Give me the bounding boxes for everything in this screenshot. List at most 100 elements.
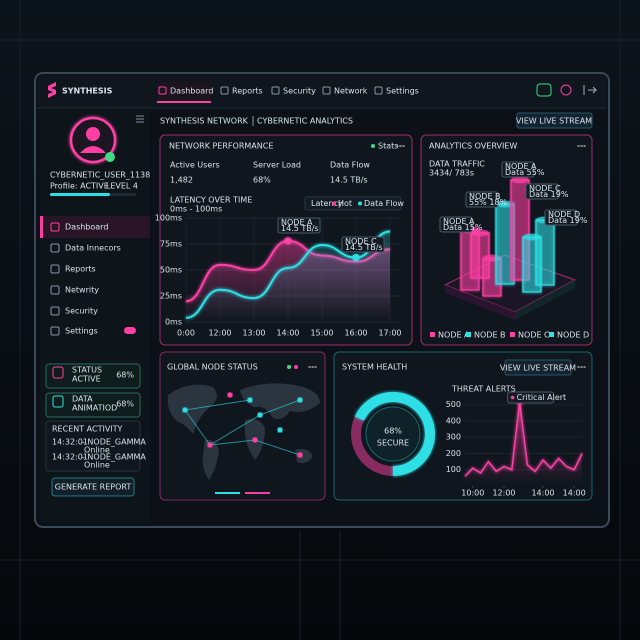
annotation-text: 14.5 TB/s	[281, 224, 319, 233]
sidebar-icon	[50, 326, 60, 336]
map-node	[297, 397, 303, 403]
map-node	[227, 392, 233, 398]
legend-label: Data Flow	[364, 199, 404, 208]
sidebar-icon	[50, 285, 60, 295]
panel-title: GLOBAL NODE STATUS	[167, 363, 258, 372]
annotation-name: NODE A	[281, 218, 313, 227]
legend-swatch	[549, 332, 554, 337]
callout-box	[544, 209, 578, 226]
x-tick-label: 14:00	[276, 329, 299, 338]
logout-icon[interactable]	[583, 85, 598, 95]
y-tick-label: 25ms	[160, 292, 182, 301]
map-nodes	[182, 392, 303, 458]
sidebar-icon	[50, 264, 60, 274]
nav-icon	[158, 86, 167, 95]
recent-title: RECENT ACTIVITY	[52, 425, 123, 434]
status-pct: 68%	[116, 371, 134, 380]
x-tick-label: 14:00	[563, 489, 586, 498]
nav-item: Network	[334, 87, 368, 96]
sidebar-active[interactable]	[40, 216, 150, 238]
chart-title: LATENCY OVER TIME	[170, 196, 252, 205]
user-level: LEVEL 4	[106, 182, 138, 191]
brand: SYNTHESIS	[62, 87, 113, 96]
threat-area	[465, 401, 582, 486]
annotation-box	[507, 391, 555, 404]
panel-title: NETWORK PERFORMANCE	[169, 142, 273, 151]
page-subtitle: CYBERNETIC ANALYTICS	[257, 117, 353, 126]
callout-box	[465, 191, 499, 208]
nav-icon	[271, 86, 280, 95]
y-tick-label: 500	[446, 400, 461, 409]
status-dot	[287, 365, 291, 369]
sidebar-active-bar	[40, 216, 43, 238]
nav-item: Dashboard	[170, 87, 213, 96]
menu-icon[interactable]	[136, 115, 144, 123]
live-button-label: VIEW LIVE STREAM	[516, 117, 592, 126]
y-tick-label: 75ms	[160, 240, 182, 249]
bars-3d	[460, 176, 555, 297]
status-value: ACTIVE	[72, 375, 101, 384]
bar-3d-top	[496, 200, 514, 208]
panel-note: 3434/ 783s	[429, 169, 474, 178]
sidebar-icon	[50, 243, 60, 253]
level-fill	[50, 193, 110, 196]
sidebar-item: Reports	[65, 265, 96, 274]
status-label: STATUS	[72, 366, 102, 375]
recent-time: 14:32:01	[52, 453, 88, 462]
series-area	[186, 231, 390, 322]
nav-item: Settings	[386, 87, 419, 96]
chat-icon[interactable]	[536, 83, 552, 97]
chart-title: THREAT ALERTS	[451, 385, 516, 394]
bell-icon[interactable]	[560, 84, 572, 96]
callout-name: NODE A	[505, 162, 537, 171]
user-profile: Profile: ACTIVE	[50, 182, 109, 191]
annotation-point	[352, 254, 360, 262]
map-node	[257, 412, 263, 418]
callout-text: Data 19%	[548, 216, 588, 225]
page-indicator	[215, 492, 240, 494]
chart-subtitle: 0ms - 100ms	[170, 205, 222, 214]
bar-3d	[535, 219, 555, 286]
x-tick-label: 10:00	[461, 489, 484, 498]
status-box	[45, 392, 141, 418]
callout-text: Data 15%	[443, 223, 483, 232]
recent-box	[45, 420, 141, 472]
callout-name: NODE D	[548, 210, 580, 219]
y-tick-label: 100ms	[155, 214, 182, 223]
sidebar-item: Data Innecors	[65, 244, 121, 253]
x-tick-label: 14:00	[531, 489, 554, 498]
sidebar-item: Security	[65, 307, 98, 316]
status-label: DATA	[72, 395, 93, 404]
status-icon	[52, 366, 64, 379]
metric-label: Server Load	[253, 161, 301, 170]
x-tick-label: 12:00	[492, 489, 515, 498]
page-title: SYNTHESIS NETWORK	[160, 117, 249, 126]
annotation-box	[277, 217, 321, 234]
annotation-dot	[510, 395, 515, 400]
sidebar-item: Dashboard	[65, 223, 108, 232]
nav-item: Security	[283, 87, 316, 96]
status-value: ANIMATIOD	[72, 404, 117, 413]
x-tick-label: 16:00	[344, 329, 367, 338]
badge-dot	[371, 144, 375, 148]
metric-value: 14.5 TB/s	[330, 176, 368, 185]
live-stream-button[interactable]	[504, 359, 572, 376]
report-button-label: GENERATE REPORT	[55, 483, 132, 492]
callout-box	[439, 216, 473, 233]
map-node	[252, 437, 258, 443]
legend-label: NODE C	[518, 331, 550, 340]
y-tick-label: 200	[446, 449, 461, 458]
nav-icon	[220, 86, 229, 95]
nav-active[interactable]	[157, 82, 211, 100]
recent-text: - NODE_GAMMA	[82, 438, 146, 447]
bar-3d-top	[511, 176, 529, 184]
live-stream-button[interactable]	[516, 112, 593, 129]
metric-value: 1,482	[170, 176, 193, 185]
callout-text: 55% 18%	[469, 198, 508, 207]
y-tick-label: 300	[446, 433, 461, 442]
status-dot	[294, 365, 298, 369]
report-button[interactable]	[51, 477, 135, 497]
metric-label: Active Users	[170, 161, 220, 170]
